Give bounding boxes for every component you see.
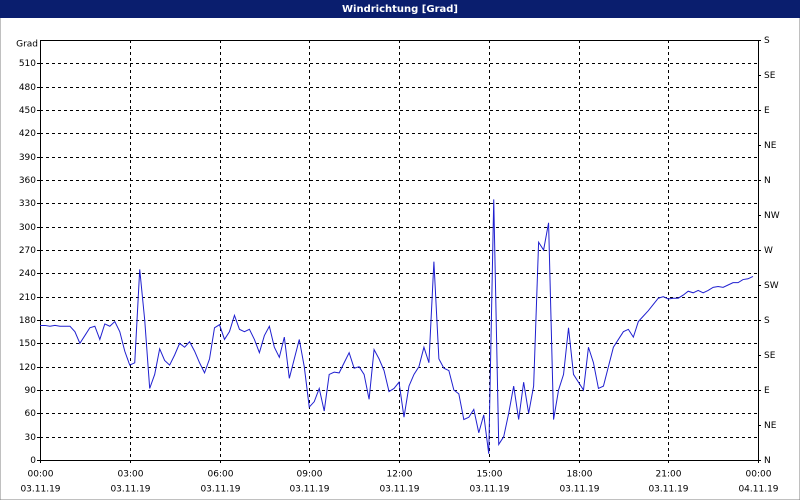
y2-tick-label: S [764,316,770,326]
y-tick-label: 390 [19,153,36,163]
y2-tick-label: NW [764,211,780,221]
x-tick-date: 03.11.19 [289,485,329,495]
y-tick-label: 300 [19,223,36,233]
y-tick-label: 210 [19,293,36,303]
y-tick-label: 330 [19,199,36,209]
title-bar [0,0,800,18]
x-tick-label: 09:00 [297,470,323,480]
x-tick-label: 00:00 [746,470,772,480]
y-axis-label: Grad [16,40,38,50]
x-tick-date: 03.11.19 [559,485,599,495]
x-tick-date: 03.11.19 [110,485,150,495]
x-tick-label: 06:00 [208,470,234,480]
x-tick-date: 04.11.19 [738,485,778,495]
y-tick-label: 510 [19,59,36,69]
y-tick-label: 120 [19,363,36,373]
plot-frame [40,40,759,461]
y-tick-label: 0 [30,456,36,466]
x-tick-date: 03.11.19 [648,485,688,495]
y2-tick-label: N [764,456,771,466]
data-line [40,199,754,454]
y2-tick-label: SE [764,351,776,361]
x-tick-date: 03.11.19 [20,485,60,495]
chart-title: Windrichtung [Grad] [342,4,458,15]
y2-tick-label: SE [764,71,776,81]
y-tick-label: 420 [19,129,36,139]
y2-tick-label: NE [764,421,777,431]
y2-tick-label: N [764,176,771,186]
x-tick-label: 15:00 [477,470,503,480]
x-tick-date: 03.11.19 [469,485,509,495]
y2-tick-label: NE [764,141,777,151]
y2-tick-label: E [764,386,770,396]
x-tick-label: 21:00 [656,470,682,480]
x-tick-label: 18:00 [567,470,593,480]
x-tick-date: 03.11.19 [200,485,240,495]
y-tick-label: 180 [19,316,36,326]
y2-tick-label: E [764,106,770,116]
y-tick-label: 30 [25,433,37,443]
x-tick-label: 12:00 [387,470,413,480]
y-tick-label: 240 [19,269,36,279]
y-tick-label: 360 [19,176,36,186]
y2-tick-label: S [764,36,770,46]
y-tick-label: 90 [25,386,37,396]
y2-tick-label: W [764,246,773,256]
x-tick-label: 00:00 [28,470,54,480]
y-tick-label: 450 [19,106,36,116]
x-tick-label: 03:00 [118,470,144,480]
y-tick-label: 60 [25,409,37,419]
x-tick-date: 03.11.19 [379,485,419,495]
y-tick-label: 480 [19,83,36,93]
y-tick-label: 270 [19,246,36,256]
y2-tick-label: SW [764,281,779,291]
y-tick-label: 150 [19,339,36,349]
